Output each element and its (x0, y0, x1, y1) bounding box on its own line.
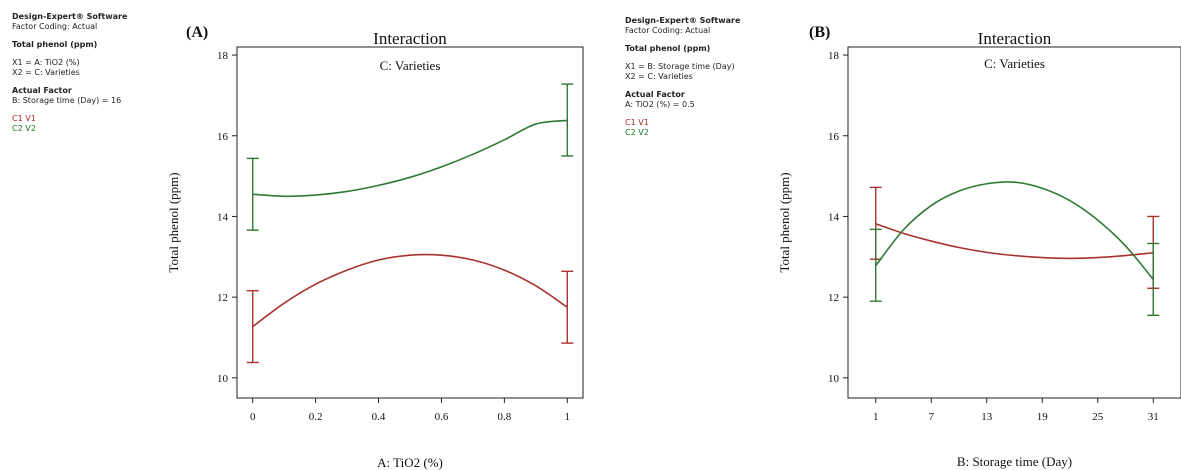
series-line-c2-v2 (875, 181, 1154, 280)
chart-subtitle: C: Varieties (380, 58, 441, 73)
y-axis-label: Total phenol (ppm) (166, 172, 181, 272)
plot-frame (236, 46, 584, 399)
x-tick-label: 0.2 (309, 411, 323, 423)
actual-factor-value: B: Storage time (Day) = 16 (12, 96, 122, 105)
software-name: Design-Expert® Software (625, 16, 741, 25)
y-tick-label: 14 (828, 211, 840, 223)
legend-item-c2-v2: C2 V2 (625, 128, 649, 137)
legend-item-c2-v2: C2 V2 (12, 124, 36, 133)
chart-subtitle: C: Varieties (984, 56, 1045, 71)
x-tick-label: 0.4 (372, 411, 386, 423)
x-tick-label: 13 (981, 411, 993, 423)
design-info-b: Design-Expert® Software Factor Coding: A… (625, 16, 740, 138)
x1-factor: X1 = A: TiO2 (%) (12, 58, 80, 67)
x-tick-label: 0.6 (435, 411, 449, 423)
chart-title: Interaction (373, 29, 447, 48)
chart-b: (B) Interaction C: Varieties 10 12 14 16 18 1 7 13… (777, 24, 1181, 469)
factor-coding: Factor Coding: Actual (625, 26, 711, 35)
legend-item-c1-v1: C1 V1 (12, 114, 36, 123)
panel-label: (B) (809, 24, 830, 41)
legend-item-c1-v1: C1 V1 (625, 118, 649, 127)
plot-frame (847, 46, 1181, 399)
y-tick-label: 10 (217, 373, 229, 385)
x-tick-label: 7 (929, 411, 935, 423)
x-tick-label: 25 (1092, 411, 1104, 423)
x-tick-label: 19 (1037, 411, 1049, 423)
response-name: Total phenol (ppm) (625, 44, 711, 53)
actual-factor-title: Actual Factor (12, 86, 72, 95)
series-line-c1-v1 (252, 253, 568, 328)
chart-a: (A) Interaction C: Varieties 10 12 14 16 18 0 0.2… (166, 24, 584, 470)
software-name: Design-Expert® Software (12, 12, 128, 21)
x-tick-label: 0.8 (497, 411, 511, 423)
panel-label: (A) (186, 24, 208, 41)
y-tick-label: 12 (828, 292, 839, 304)
series-line-c1-v1 (875, 222, 1154, 260)
y-tick-label: 16 (828, 131, 840, 143)
actual-factor-value: A: TiO2 (%) = 0.5 (625, 100, 695, 109)
y-tick-label: 10 (828, 373, 840, 385)
y-axis-label: Total phenol (ppm) (777, 172, 792, 272)
x-axis-label: A: TiO2 (%) (377, 455, 443, 470)
panel-a: Design-Expert® Software Factor Coding: A… (0, 0, 590, 470)
design-info-a: Design-Expert® Software Factor Coding: A… (12, 12, 127, 134)
actual-factor-title: Actual Factor (625, 90, 685, 99)
x-tick-label: 1 (565, 411, 571, 423)
x1-factor: X1 = B: Storage time (Day) (625, 62, 735, 71)
response-name: Total phenol (ppm) (12, 40, 98, 49)
x-tick-label: 0 (250, 411, 256, 423)
y-tick-label: 18 (828, 50, 840, 62)
y-tick-label: 14 (217, 211, 229, 223)
y-tick-label: 12 (217, 292, 228, 304)
panel-b: Design-Expert® Software Factor Coding: A… (590, 0, 1181, 470)
chart-title: Interaction (978, 29, 1052, 48)
series-line-c2-v2 (252, 119, 568, 198)
x-tick-label: 1 (873, 411, 879, 423)
x-axis-label: B: Storage time (Day) (957, 454, 1072, 469)
x-tick-label: 31 (1148, 411, 1159, 423)
y-tick-label: 16 (217, 131, 229, 143)
x2-factor: X2 = C: Varieties (625, 72, 693, 81)
x2-factor: X2 = C: Varieties (12, 68, 80, 77)
y-tick-label: 18 (217, 50, 229, 62)
factor-coding: Factor Coding: Actual (12, 22, 98, 31)
